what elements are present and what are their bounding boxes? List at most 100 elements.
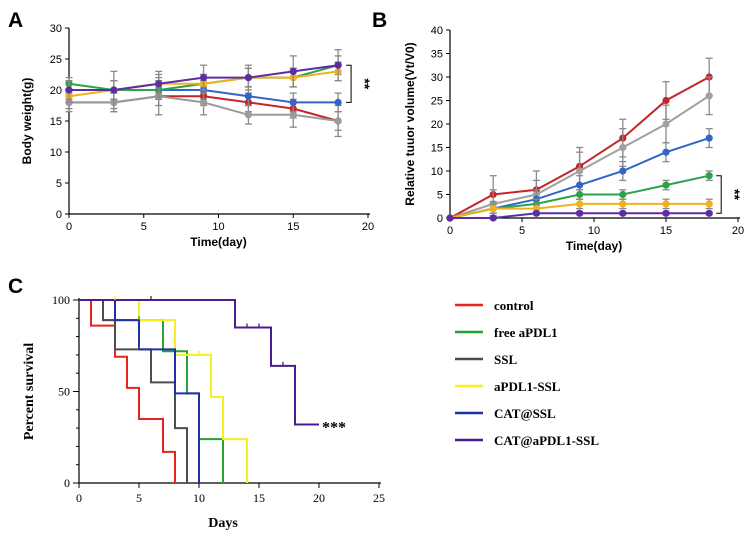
data-point xyxy=(244,111,252,119)
y-axis-title: Relative tuuor volume(Vt/V0) xyxy=(403,42,417,205)
data-point xyxy=(576,200,584,208)
data-point xyxy=(662,120,670,128)
data-point xyxy=(244,92,252,100)
data-point xyxy=(662,96,670,105)
data-point xyxy=(705,134,713,142)
significance-label: ** xyxy=(727,189,743,200)
data-point xyxy=(576,209,584,217)
data-point xyxy=(289,98,297,106)
data-point xyxy=(446,214,454,222)
data-point xyxy=(705,172,713,180)
x-axis-title: Days xyxy=(208,516,238,531)
data-point xyxy=(289,111,297,119)
data-point xyxy=(199,74,208,82)
data-point xyxy=(705,200,713,208)
panel-label-a: A xyxy=(8,9,23,32)
data-point xyxy=(619,143,627,152)
y-tick-label: 5 xyxy=(437,190,443,202)
data-point xyxy=(705,92,713,100)
panel-label-b: B xyxy=(372,9,387,32)
legend-label: control xyxy=(494,298,534,313)
y-tick-label: 100 xyxy=(52,293,70,307)
x-tick-label: 5 xyxy=(519,225,525,237)
x-tick-label: 20 xyxy=(732,225,744,237)
data-point xyxy=(576,167,584,175)
x-tick-label: 25 xyxy=(373,491,385,505)
x-tick-label: 20 xyxy=(313,491,325,505)
data-point xyxy=(619,167,627,175)
y-tick-label: 35 xyxy=(431,49,443,61)
series-purple xyxy=(65,49,342,110)
x-tick-label: 0 xyxy=(447,225,453,237)
x-axis-title: Time(day) xyxy=(190,235,246,249)
panel-label-c: C xyxy=(8,275,23,298)
data-point xyxy=(489,205,497,213)
significance-label: *** xyxy=(322,419,346,436)
chart-panel-a: 0 5 10 15 20 0 5 10 15 20 25 30 Time(day) Body weight… xyxy=(20,23,374,249)
data-point xyxy=(489,214,497,222)
data-point xyxy=(199,98,208,106)
legend-label: free aPDL1 xyxy=(494,325,558,340)
legend-label: CAT@aPDL1-SSL xyxy=(494,433,599,448)
data-point xyxy=(619,200,627,208)
data-point xyxy=(619,209,627,217)
data-point xyxy=(576,190,584,199)
data-point xyxy=(334,117,342,125)
data-point xyxy=(334,61,342,69)
data-point xyxy=(334,98,342,106)
y-tick-label: 10 xyxy=(431,166,443,178)
y-tick-label: 40 xyxy=(431,25,443,37)
x-tick-label: 15 xyxy=(253,491,265,505)
legend-label: aPDL1-SSL xyxy=(494,379,561,394)
data-point xyxy=(662,148,670,156)
x-tick-label: 5 xyxy=(141,221,147,233)
survival-curve-cat-apdl1-ssl xyxy=(79,299,319,426)
data-point xyxy=(244,74,252,82)
y-tick-label: 15 xyxy=(50,116,62,128)
y-tick-label: 20 xyxy=(50,85,62,97)
data-point xyxy=(705,209,713,217)
data-point xyxy=(619,190,627,199)
y-tick-label: 50 xyxy=(58,385,70,399)
y-tick-label: 0 xyxy=(437,213,443,225)
x-tick-label: 15 xyxy=(287,221,299,233)
y-tick-label: 0 xyxy=(64,476,70,490)
y-tick-label: 10 xyxy=(50,147,62,159)
data-point xyxy=(155,80,163,88)
significance-bracket xyxy=(346,64,352,103)
y-tick-label: 20 xyxy=(431,119,443,131)
x-tick-label: 0 xyxy=(66,221,72,233)
x-tick-label: 10 xyxy=(588,225,600,237)
legend-label: CAT@SSL xyxy=(494,406,556,421)
data-point xyxy=(110,86,118,94)
data-point xyxy=(576,181,584,189)
chart-panel-c: 0 5 10 15 20 25 0 50 100 Days Percent survival *** xyxy=(22,293,385,531)
y-axis-title: Body weight(g) xyxy=(20,78,34,165)
y-tick-label: 5 xyxy=(56,178,62,190)
data-point xyxy=(289,67,297,75)
chart-panel-b: 0 5 10 15 20 0 5 10 15 20 25 30 35 40 Time(day) Relativ… xyxy=(403,25,744,253)
survival-curve-ssl xyxy=(79,299,188,483)
y-tick-label: 25 xyxy=(50,54,62,66)
data-point xyxy=(662,209,670,217)
survival-curve-control xyxy=(79,299,176,483)
y-tick-label: 30 xyxy=(50,23,62,35)
x-tick-label: 15 xyxy=(660,225,672,237)
significance-bracket xyxy=(716,175,722,214)
x-tick-label: 5 xyxy=(136,491,142,505)
y-axis-title: Percent survival xyxy=(22,343,37,440)
survival-curve-free-apdl1 xyxy=(79,299,224,483)
x-tick-label: 0 xyxy=(76,491,82,505)
y-tick-label: 25 xyxy=(431,96,443,108)
significance-label: ** xyxy=(357,78,373,89)
y-tick-label: 0 xyxy=(56,209,62,221)
series-purple xyxy=(446,209,713,222)
legend: control free aPDL1 SSL aPDL1-SSL CAT@SSL CAT@… xyxy=(455,298,599,448)
data-point xyxy=(532,209,541,217)
x-tick-label: 20 xyxy=(362,221,374,233)
x-tick-label: 10 xyxy=(193,491,205,505)
x-axis-title: Time(day) xyxy=(566,239,622,253)
series-yellow xyxy=(446,198,713,222)
x-tick-label: 10 xyxy=(212,221,224,233)
